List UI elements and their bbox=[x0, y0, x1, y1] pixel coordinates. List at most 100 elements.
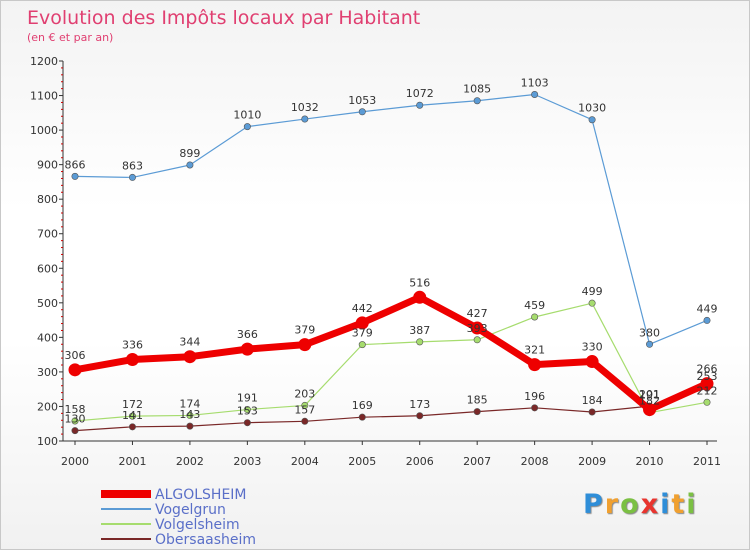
data-point bbox=[643, 403, 657, 417]
data-label: 379 bbox=[294, 324, 315, 337]
data-label: 130 bbox=[65, 413, 86, 426]
data-label: 191 bbox=[237, 392, 258, 405]
data-label: 499 bbox=[582, 285, 603, 298]
data-point bbox=[700, 377, 714, 391]
data-point bbox=[355, 316, 369, 330]
x-tick-label: 2011 bbox=[693, 455, 721, 468]
data-label: 1085 bbox=[463, 83, 491, 96]
data-label: 516 bbox=[409, 276, 430, 289]
data-label: 863 bbox=[122, 159, 143, 172]
data-point bbox=[301, 417, 309, 425]
data-label: 143 bbox=[179, 408, 200, 421]
series-obersaasheim bbox=[71, 384, 711, 435]
legend-label-obersaasheim: Obersaasheim bbox=[155, 532, 256, 548]
data-label: 1010 bbox=[233, 109, 261, 122]
logo-letter: x bbox=[640, 489, 661, 520]
data-point bbox=[68, 363, 82, 377]
data-point bbox=[183, 350, 197, 364]
data-label: 427 bbox=[467, 307, 488, 320]
y-tick-label: 200 bbox=[37, 400, 58, 413]
y-tick-label: 800 bbox=[37, 193, 58, 206]
x-tick-label: 2010 bbox=[636, 455, 664, 468]
logo-letter: o bbox=[620, 489, 641, 520]
data-label: 1032 bbox=[291, 101, 319, 114]
data-point bbox=[473, 336, 481, 344]
data-point bbox=[240, 342, 254, 356]
data-label: 184 bbox=[582, 394, 603, 407]
y-tick-label: 300 bbox=[37, 366, 58, 379]
series-volgelsheim bbox=[71, 299, 711, 425]
data-point bbox=[473, 97, 481, 105]
series-line-obersaasheim bbox=[74, 387, 708, 432]
data-point bbox=[531, 404, 539, 412]
axes: 100 200 300 400 500 600 700 800 900 1000 1100 1200 2… bbox=[30, 55, 721, 468]
data-label: 379 bbox=[352, 327, 373, 340]
data-label: 1103 bbox=[521, 77, 549, 90]
y-tick-label: 1100 bbox=[30, 90, 58, 103]
data-label: 321 bbox=[524, 344, 545, 357]
x-tick-label: 2000 bbox=[61, 455, 89, 468]
data-label: 182 bbox=[639, 395, 660, 408]
data-point bbox=[703, 398, 711, 406]
data-label: 201 bbox=[639, 388, 660, 401]
data-point bbox=[703, 316, 711, 324]
data-label: 366 bbox=[237, 328, 258, 341]
data-label: 344 bbox=[179, 336, 200, 349]
data-point bbox=[413, 290, 427, 304]
data-label: 442 bbox=[352, 302, 373, 315]
data-point bbox=[125, 352, 139, 366]
y-tick-label: 500 bbox=[37, 297, 58, 310]
y-tick-label: 1200 bbox=[30, 55, 58, 68]
data-label: 157 bbox=[294, 403, 315, 416]
data-point bbox=[301, 401, 309, 409]
proxiti-logo: Proxiti bbox=[583, 489, 698, 520]
data-point bbox=[588, 408, 596, 416]
data-label: 866 bbox=[65, 158, 86, 171]
data-point bbox=[243, 123, 251, 131]
x-tick-label: 2001 bbox=[118, 455, 146, 468]
data-point bbox=[358, 341, 366, 349]
logo-letter: i bbox=[686, 489, 698, 520]
data-point bbox=[243, 419, 251, 427]
data-point bbox=[71, 427, 79, 435]
y-tick-label: 700 bbox=[37, 228, 58, 241]
data-label: 141 bbox=[122, 409, 143, 422]
data-point bbox=[71, 417, 79, 425]
chart-subtitle: (en € et par an) bbox=[27, 31, 113, 44]
data-point bbox=[416, 412, 424, 420]
data-point bbox=[71, 172, 79, 180]
series-algolsheim bbox=[68, 290, 714, 417]
y-tick-label: 400 bbox=[37, 331, 58, 344]
chart-title: Evolution des Impôts locaux par Habitant bbox=[27, 7, 420, 29]
data-point bbox=[358, 108, 366, 116]
data-point bbox=[243, 406, 251, 414]
y-tick-label: 100 bbox=[37, 435, 58, 448]
data-label: 196 bbox=[524, 390, 545, 403]
data-point bbox=[528, 358, 542, 372]
y-tick-label: 600 bbox=[37, 262, 58, 275]
data-point bbox=[186, 422, 194, 430]
data-point bbox=[128, 423, 136, 431]
data-label: 185 bbox=[467, 394, 488, 407]
x-tick-label: 2009 bbox=[578, 455, 606, 468]
data-label: 153 bbox=[237, 405, 258, 418]
x-tick-label: 2008 bbox=[521, 455, 549, 468]
legend-label-volgelsheim: Volgelsheim bbox=[155, 517, 240, 533]
data-label: 203 bbox=[294, 387, 315, 400]
series-layer bbox=[68, 91, 714, 435]
y-tick-label: 900 bbox=[37, 159, 58, 172]
data-label: 169 bbox=[352, 399, 373, 412]
data-point bbox=[186, 411, 194, 419]
logo-letter: P bbox=[583, 489, 605, 520]
x-tick-label: 2003 bbox=[233, 455, 261, 468]
data-point bbox=[416, 338, 424, 346]
y-tick-label: 1000 bbox=[30, 124, 58, 137]
x-tick-label: 2004 bbox=[291, 455, 319, 468]
data-label: 387 bbox=[409, 324, 430, 337]
data-point bbox=[588, 299, 596, 307]
data-label: 459 bbox=[524, 299, 545, 312]
data-label: 191 bbox=[639, 389, 660, 402]
data-point bbox=[588, 116, 596, 124]
data-label: 306 bbox=[65, 349, 86, 362]
